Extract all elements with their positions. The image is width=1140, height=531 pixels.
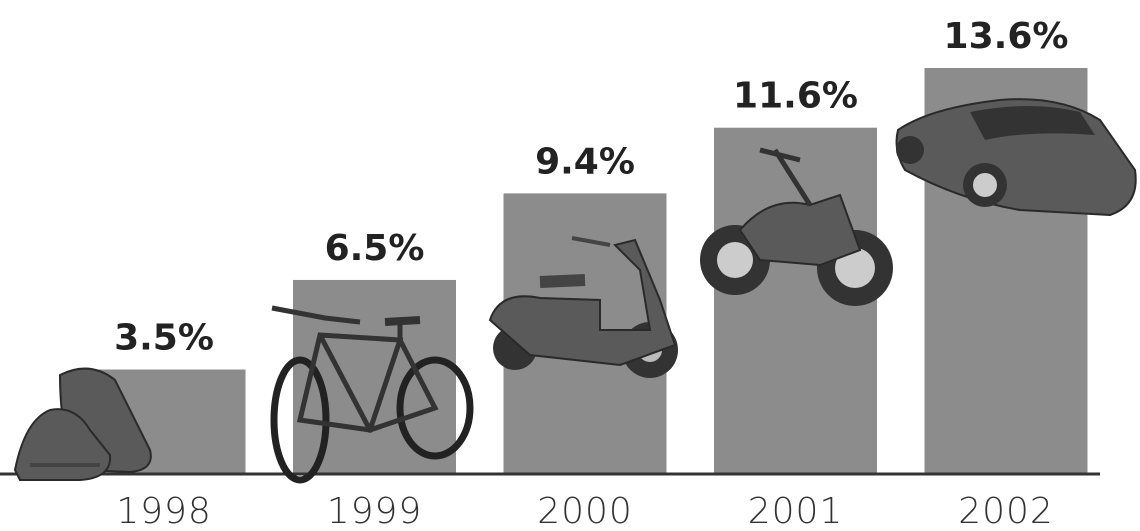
x-tick-label: 1998 <box>116 491 212 531</box>
shoes-icon <box>13 367 152 481</box>
car-icon <box>895 98 1137 217</box>
value-label: 11.6% <box>733 76 858 117</box>
value-label: 9.4% <box>535 141 635 182</box>
x-tick-label: 2001 <box>748 491 844 531</box>
x-tick-label: 2000 <box>537 491 633 531</box>
x-tick-label: 1999 <box>327 491 423 531</box>
motorcycle-icon <box>700 147 893 306</box>
value-label: 3.5% <box>114 318 214 359</box>
value-label: 13.6% <box>944 16 1069 57</box>
value-label: 6.5% <box>325 228 425 269</box>
illustrations <box>13 98 1137 484</box>
bicycle-icon <box>270 305 474 484</box>
x-tick-label: 2002 <box>958 491 1054 531</box>
scooter-icon <box>488 236 678 378</box>
